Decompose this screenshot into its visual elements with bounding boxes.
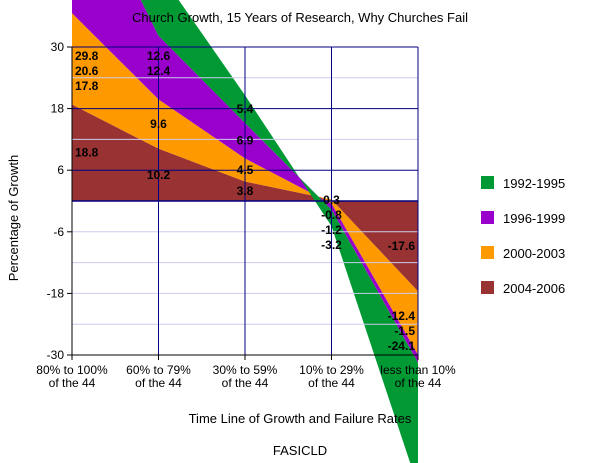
x-tick-label: 80% to 100% <box>36 363 108 377</box>
data-label: 0.3 <box>323 193 340 207</box>
data-label: 4.5 <box>237 163 254 177</box>
y-tick-label: 18 <box>51 102 65 116</box>
legend-swatch-1992-1995 <box>481 176 494 189</box>
data-label: 3.8 <box>237 184 254 198</box>
x-tick-label: 60% to 79% <box>126 363 191 377</box>
x-tick-label: of the 44 <box>395 376 442 390</box>
y-tick-label: -18 <box>47 286 65 300</box>
x-tick-label: of the 44 <box>135 376 182 390</box>
y-tick-label: -6 <box>53 225 64 239</box>
x-tick-label: less than 10% <box>380 363 456 377</box>
y-tick-label: 30 <box>51 40 65 54</box>
x-tick-label: 10% to 29% <box>299 363 364 377</box>
data-label: 5.4 <box>237 102 254 116</box>
data-label: 9.6 <box>150 117 167 131</box>
y-tick-label: -30 <box>47 348 65 362</box>
chart-title: Church Growth, 15 Years of Research, Why… <box>132 10 468 25</box>
data-label: 29.8 <box>75 49 99 63</box>
data-label: 12.6 <box>147 49 171 63</box>
data-label-layer: 29.820.617.8 18.8 12.612.4 9.6 10.2 5.4 6.9 4.5… <box>75 49 415 353</box>
legend: 1992-1995 1996-1999 2000-2003 2004-2006 <box>481 176 565 296</box>
legend-label: 1992-1995 <box>503 176 565 191</box>
legend-label: 2000-2003 <box>503 246 565 261</box>
footer-text: FASICLD <box>273 443 327 458</box>
legend-swatch-1996-1999 <box>481 211 494 224</box>
data-label: -24.1 <box>388 339 416 353</box>
y-tick-label: 6 <box>57 163 64 177</box>
data-label: 6.9 <box>237 134 254 148</box>
y-axis-title: Percentage of Growth <box>6 155 21 281</box>
data-label: 17.8 <box>75 79 99 93</box>
data-label: 12.4 <box>147 64 171 78</box>
x-tick-label: of the 44 <box>308 376 355 390</box>
data-label: -0.8 <box>321 208 342 222</box>
data-label: 10.2 <box>147 168 171 182</box>
data-label: -3.2 <box>321 238 342 252</box>
data-label: 18.8 <box>75 146 99 160</box>
legend-label: 1996-1999 <box>503 211 565 226</box>
data-label: -1.2 <box>321 223 342 237</box>
x-tick-label: 30% to 59% <box>213 363 278 377</box>
data-label: -1.5 <box>394 324 415 338</box>
data-label: 20.6 <box>75 64 99 78</box>
data-label: -12.4 <box>388 309 416 323</box>
legend-swatch-2004-2006 <box>481 281 494 294</box>
x-axis-title: Time Line of Growth and Failure Rates <box>189 411 412 426</box>
legend-label: 2004-2006 <box>503 281 565 296</box>
x-tick-label: of the 44 <box>222 376 269 390</box>
legend-swatch-2000-2003 <box>481 246 494 259</box>
x-tick-label: of the 44 <box>49 376 96 390</box>
data-label: -17.6 <box>388 239 416 253</box>
